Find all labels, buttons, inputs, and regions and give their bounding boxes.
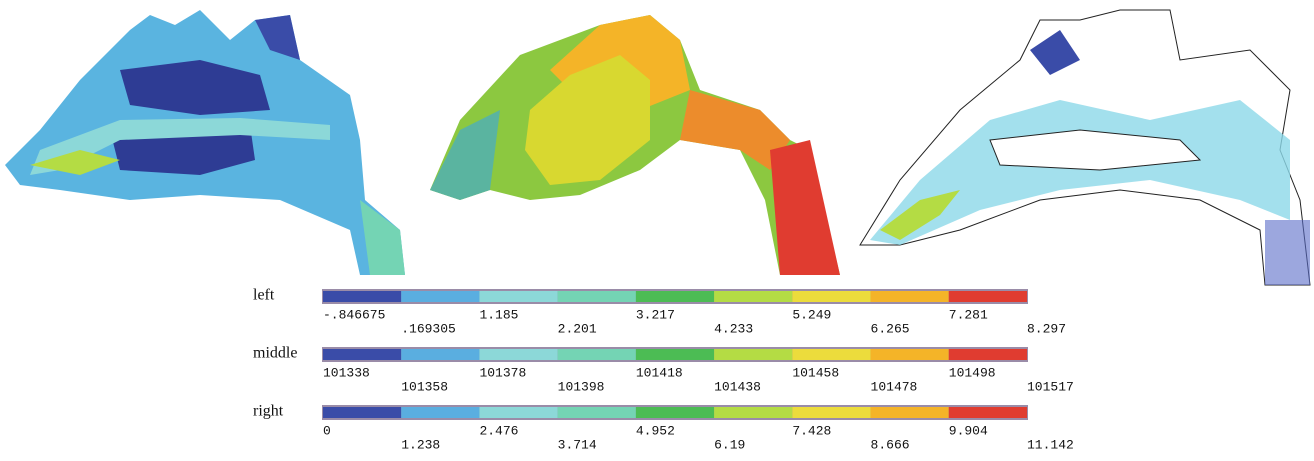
tick-label: 6.19 — [714, 437, 745, 452]
color-swatch — [401, 291, 479, 302]
tick-label: 8.297 — [1027, 321, 1066, 336]
tick-label: 6.265 — [871, 321, 910, 336]
legend-label: right — [253, 403, 284, 420]
tick-label: 101478 — [871, 379, 918, 394]
tick-label: 0 — [323, 423, 331, 438]
color-swatch — [871, 349, 949, 360]
color-swatch — [401, 349, 479, 360]
tick-label: 101517 — [1027, 379, 1074, 394]
tick-label: 3.217 — [636, 307, 675, 322]
color-swatch — [636, 291, 714, 302]
tick-label: 4.952 — [636, 423, 675, 438]
tick-label: 101498 — [949, 365, 996, 380]
tick-label: 101438 — [714, 379, 761, 394]
tick-label: 3.714 — [558, 437, 597, 452]
color-swatch — [871, 291, 949, 302]
left-image — [5, 10, 405, 275]
color-swatch — [949, 349, 1027, 360]
middle-image — [430, 15, 840, 275]
tick-label: 2.476 — [479, 423, 518, 438]
color-swatch — [401, 407, 479, 418]
tick-label: 101378 — [479, 365, 526, 380]
color-swatch — [558, 349, 636, 360]
color-swatch — [714, 407, 792, 418]
tick-label: 1.238 — [401, 437, 440, 452]
tick-label: 101358 — [401, 379, 448, 394]
color-swatch — [714, 291, 792, 302]
color-swatch — [323, 291, 401, 302]
tick-label: .169305 — [401, 321, 456, 336]
color-swatch — [871, 407, 949, 418]
color-swatch — [479, 291, 557, 302]
legend-label: middle — [253, 345, 297, 362]
tick-label: -.846675 — [323, 307, 385, 322]
tick-label: 101398 — [558, 379, 605, 394]
color-swatch — [479, 349, 557, 360]
legend-label: left — [253, 287, 275, 304]
tick-label: 8.666 — [871, 437, 910, 452]
tick-label: 7.281 — [949, 307, 988, 322]
tick-label: 101458 — [792, 365, 839, 380]
tick-label: 101418 — [636, 365, 683, 380]
tick-label: 11.142 — [1027, 437, 1074, 452]
color-swatch — [792, 407, 870, 418]
right-image — [860, 10, 1310, 285]
color-swatch — [558, 407, 636, 418]
tick-label: 5.249 — [792, 307, 831, 322]
tick-label: 101338 — [323, 365, 370, 380]
color-swatch — [636, 349, 714, 360]
color-swatch — [323, 407, 401, 418]
color-swatch — [949, 291, 1027, 302]
tick-label: 1.185 — [479, 307, 518, 322]
color-swatch — [636, 407, 714, 418]
color-swatch — [479, 407, 557, 418]
color-swatch — [792, 349, 870, 360]
color-swatch — [323, 349, 401, 360]
tick-label: 7.428 — [792, 423, 831, 438]
color-swatch — [558, 291, 636, 302]
color-swatch — [714, 349, 792, 360]
tick-label: 2.201 — [558, 321, 597, 336]
tick-label: 9.904 — [949, 423, 988, 438]
color-swatch — [792, 291, 870, 302]
figure: left -.846675 .169305 1.185 2.201 3.217 4.233 5… — [0, 0, 1314, 461]
color-swatch — [949, 407, 1027, 418]
tick-label: 4.233 — [714, 321, 753, 336]
